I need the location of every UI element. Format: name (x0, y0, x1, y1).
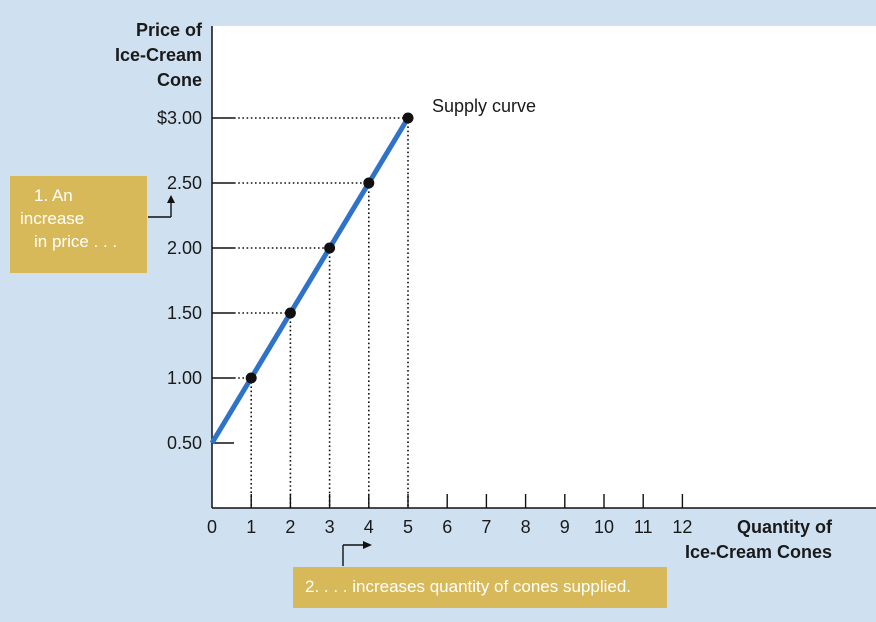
y-tick-label: 2.00 (167, 238, 202, 258)
x-tick-label: 7 (481, 517, 491, 537)
y-axis-title-line: Ice-Cream (114, 45, 202, 65)
data-point (324, 242, 336, 254)
data-point (402, 112, 414, 124)
data-point (363, 177, 375, 189)
x-tick-label: 10 (594, 517, 614, 537)
x-tick-label: 5 (403, 517, 413, 537)
y-tick-label: $3.00 (157, 108, 202, 128)
x-tick-label: 6 (442, 517, 452, 537)
x-tick-label: 12 (672, 517, 692, 537)
y-axis-title-line: Price of (135, 20, 202, 40)
price-note-line: 1. An (34, 186, 73, 205)
price-note-line: in price . . . (34, 232, 118, 251)
axes: 0.501.001.502.002.50$3.000 1 2 3 4 5 6 7 8 9 10 11 1… (157, 26, 876, 537)
data-point (245, 372, 257, 384)
price-increase-note: 1. An increase in price . . . (10, 176, 147, 273)
x-tick-label: 4 (364, 517, 374, 537)
y-tick-label: 0.50 (167, 433, 202, 453)
y-axis-title-line: Cone (157, 70, 202, 90)
data-point (284, 307, 296, 319)
plot-area (212, 26, 876, 508)
price-note-line: increase (20, 209, 85, 228)
x-tick-label: 0 (207, 517, 217, 537)
y-axis-title: Price of Ice-Cream Cone (60, 18, 202, 93)
data-points (245, 112, 414, 384)
guide-lines (234, 117, 409, 508)
annotation-arrows (148, 195, 372, 566)
x-axis-title-line: Ice-Cream Cones (684, 542, 832, 562)
supply-curve-label: Supply curve (432, 96, 536, 116)
x-tick-label: 2 (285, 517, 295, 537)
x-tick-label: 8 (521, 517, 531, 537)
x-axis-title-line: Quantity of (737, 517, 832, 537)
price-increase-arrow (148, 195, 175, 218)
x-axis-title: Quantity of Ice-Cream Cones (620, 515, 832, 565)
quantity-increase-arrow (342, 541, 372, 566)
x-tick-label: 1 (246, 517, 256, 537)
x-tick-label: 3 (325, 517, 335, 537)
quantity-increase-note: 2. . . . increases quantity of cones sup… (293, 567, 667, 608)
supply-curve-line (209, 116, 411, 445)
x-tick-label: 9 (560, 517, 570, 537)
supply-curve (209, 116, 411, 445)
x-tick-label: 11 (634, 517, 653, 537)
y-tick-label: 1.00 (167, 368, 202, 388)
y-tick-label: 2.50 (167, 173, 202, 193)
y-tick-label: 1.50 (167, 303, 202, 323)
